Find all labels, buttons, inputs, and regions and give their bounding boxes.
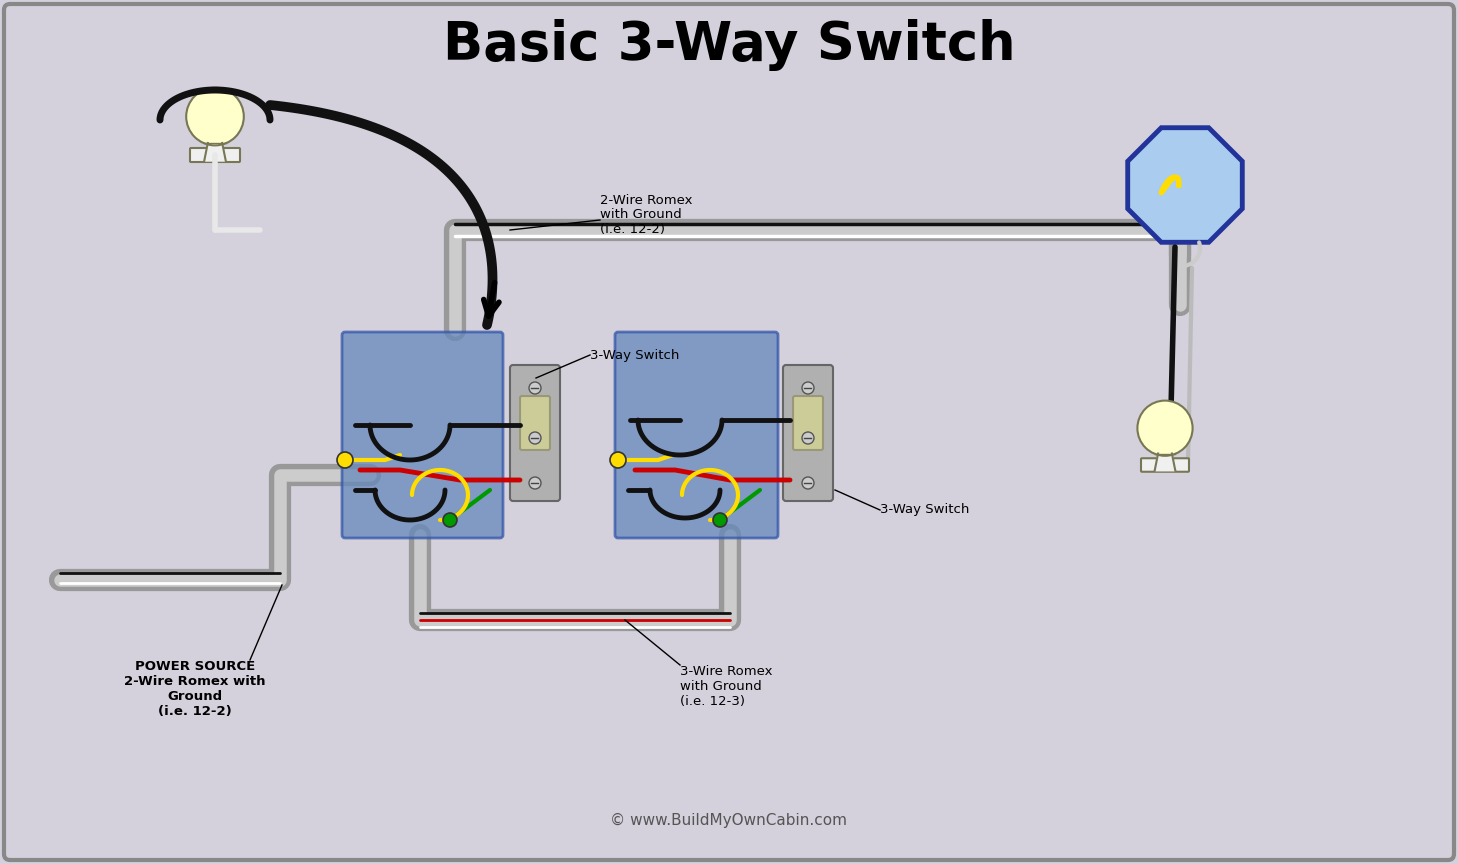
Text: Basic 3-Way Switch: Basic 3-Way Switch: [443, 19, 1015, 71]
FancyBboxPatch shape: [521, 396, 550, 450]
FancyBboxPatch shape: [190, 148, 241, 162]
Circle shape: [337, 452, 353, 468]
FancyBboxPatch shape: [783, 365, 833, 501]
FancyBboxPatch shape: [793, 396, 822, 450]
Text: © www.BuildMyOwnCabin.com: © www.BuildMyOwnCabin.com: [611, 812, 847, 828]
FancyBboxPatch shape: [615, 332, 779, 538]
Text: 2-Wire Romex
with Ground
(i.e. 12-2): 2-Wire Romex with Ground (i.e. 12-2): [601, 194, 693, 237]
Circle shape: [713, 513, 728, 527]
Circle shape: [529, 432, 541, 444]
Text: 3-Way Switch: 3-Way Switch: [881, 504, 970, 517]
Circle shape: [802, 477, 814, 489]
FancyBboxPatch shape: [343, 332, 503, 538]
Text: 3-Way Switch: 3-Way Switch: [590, 348, 679, 361]
Text: POWER SOURCE
2-Wire Romex with
Ground
(i.e. 12-2): POWER SOURCE 2-Wire Romex with Ground (i…: [124, 660, 265, 718]
Polygon shape: [1127, 128, 1242, 242]
Polygon shape: [1155, 454, 1175, 471]
Polygon shape: [204, 143, 226, 161]
Circle shape: [187, 88, 243, 145]
FancyBboxPatch shape: [1142, 458, 1190, 472]
Text: 3-Wire Romex
with Ground
(i.e. 12-3): 3-Wire Romex with Ground (i.e. 12-3): [679, 665, 773, 708]
Circle shape: [529, 477, 541, 489]
Circle shape: [802, 382, 814, 394]
Circle shape: [1137, 401, 1193, 456]
Circle shape: [609, 452, 625, 468]
FancyBboxPatch shape: [4, 4, 1454, 860]
Circle shape: [529, 382, 541, 394]
Circle shape: [443, 513, 456, 527]
FancyBboxPatch shape: [510, 365, 560, 501]
Circle shape: [802, 432, 814, 444]
